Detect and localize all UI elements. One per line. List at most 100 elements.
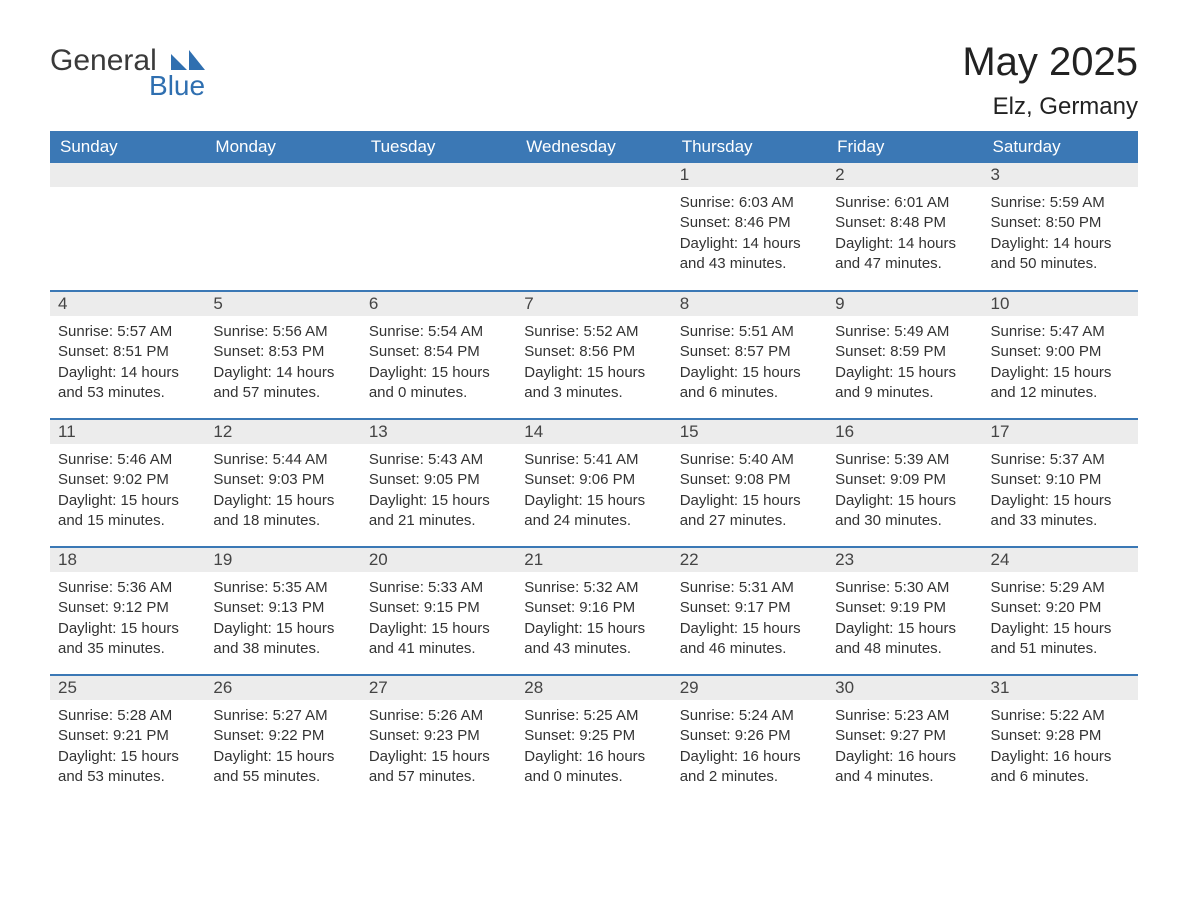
calendar-day-cell: 23Sunrise: 5:30 AMSunset: 9:19 PMDayligh…	[827, 547, 982, 675]
daylight-line: Daylight: 15 hours and 27 minutes.	[680, 491, 819, 532]
sunrise-line: Sunrise: 5:39 AM	[835, 450, 974, 470]
calendar-day-cell: 16Sunrise: 5:39 AMSunset: 9:09 PMDayligh…	[827, 419, 982, 547]
sunrise-line: Sunrise: 5:26 AM	[369, 706, 508, 726]
calendar-day-cell	[50, 163, 205, 291]
sunrise-line: Sunrise: 5:28 AM	[58, 706, 197, 726]
sunset-line: Sunset: 9:13 PM	[213, 598, 352, 618]
sunset-line: Sunset: 9:10 PM	[991, 470, 1130, 490]
day-number: 18	[50, 548, 205, 572]
sunset-line: Sunset: 9:28 PM	[991, 726, 1130, 746]
sunrise-line: Sunrise: 5:54 AM	[369, 322, 508, 342]
day-details: Sunrise: 5:26 AMSunset: 9:23 PMDaylight:…	[361, 700, 516, 797]
weekday-header: Tuesday	[361, 131, 516, 163]
day-number: 24	[983, 548, 1138, 572]
day-number: 2	[827, 163, 982, 187]
sunset-line: Sunset: 9:00 PM	[991, 342, 1130, 362]
daylight-line: Daylight: 15 hours and 18 minutes.	[213, 491, 352, 532]
sunset-line: Sunset: 8:56 PM	[524, 342, 663, 362]
day-details: Sunrise: 5:29 AMSunset: 9:20 PMDaylight:…	[983, 572, 1138, 669]
calendar-day-cell: 10Sunrise: 5:47 AMSunset: 9:00 PMDayligh…	[983, 291, 1138, 419]
sunrise-line: Sunrise: 5:32 AM	[524, 578, 663, 598]
calendar-day-cell: 27Sunrise: 5:26 AMSunset: 9:23 PMDayligh…	[361, 675, 516, 803]
sunrise-line: Sunrise: 5:51 AM	[680, 322, 819, 342]
day-number-empty	[516, 163, 671, 187]
day-number: 12	[205, 420, 360, 444]
sunset-line: Sunset: 9:23 PM	[369, 726, 508, 746]
day-number: 26	[205, 676, 360, 700]
sunset-line: Sunset: 9:02 PM	[58, 470, 197, 490]
sunrise-line: Sunrise: 5:56 AM	[213, 322, 352, 342]
header: General Blue May 2025 Elz, Germany	[50, 40, 1138, 121]
sunrise-line: Sunrise: 5:49 AM	[835, 322, 974, 342]
calendar-day-cell: 29Sunrise: 5:24 AMSunset: 9:26 PMDayligh…	[672, 675, 827, 803]
daylight-line: Daylight: 15 hours and 3 minutes.	[524, 363, 663, 404]
day-number: 3	[983, 163, 1138, 187]
day-number: 30	[827, 676, 982, 700]
calendar-day-cell: 11Sunrise: 5:46 AMSunset: 9:02 PMDayligh…	[50, 419, 205, 547]
day-details: Sunrise: 5:37 AMSunset: 9:10 PMDaylight:…	[983, 444, 1138, 541]
daylight-line: Daylight: 15 hours and 57 minutes.	[369, 747, 508, 788]
calendar-day-cell: 4Sunrise: 5:57 AMSunset: 8:51 PMDaylight…	[50, 291, 205, 419]
day-details: Sunrise: 5:41 AMSunset: 9:06 PMDaylight:…	[516, 444, 671, 541]
daylight-line: Daylight: 15 hours and 38 minutes.	[213, 619, 352, 660]
day-number: 25	[50, 676, 205, 700]
day-number: 5	[205, 292, 360, 316]
day-number: 29	[672, 676, 827, 700]
calendar-day-cell: 26Sunrise: 5:27 AMSunset: 9:22 PMDayligh…	[205, 675, 360, 803]
calendar-day-cell	[361, 163, 516, 291]
day-details: Sunrise: 5:57 AMSunset: 8:51 PMDaylight:…	[50, 316, 205, 413]
weekday-header-row: SundayMondayTuesdayWednesdayThursdayFrid…	[50, 131, 1138, 163]
calendar-day-cell: 25 Sunrise: 5:28 AMSunset: 9:21 PMDayligh…	[50, 675, 205, 803]
daylight-line: Daylight: 15 hours and 9 minutes.	[835, 363, 974, 404]
daylight-line: Daylight: 16 hours and 2 minutes.	[680, 747, 819, 788]
day-number-empty	[205, 163, 360, 187]
sunset-line: Sunset: 9:21 PM	[58, 726, 197, 746]
day-details: Sunrise: 5:40 AMSunset: 9:08 PMDaylight:…	[672, 444, 827, 541]
calendar-day-cell: 3Sunrise: 5:59 AMSunset: 8:50 PMDaylight…	[983, 163, 1138, 291]
day-details: Sunrise: 5:31 AMSunset: 9:17 PMDaylight:…	[672, 572, 827, 669]
daylight-line: Daylight: 14 hours and 57 minutes.	[213, 363, 352, 404]
day-details: Sunrise: 6:03 AMSunset: 8:46 PMDaylight:…	[672, 187, 827, 284]
day-details: Sunrise: 5:24 AMSunset: 9:26 PMDaylight:…	[672, 700, 827, 797]
location: Elz, Germany	[962, 93, 1138, 121]
sunset-line: Sunset: 9:09 PM	[835, 470, 974, 490]
day-details: Sunrise: 5:51 AMSunset: 8:57 PMDaylight:…	[672, 316, 827, 413]
sunset-line: Sunset: 9:20 PM	[991, 598, 1130, 618]
day-number: 1	[672, 163, 827, 187]
sunset-line: Sunset: 9:22 PM	[213, 726, 352, 746]
daylight-line: Daylight: 15 hours and 43 minutes.	[524, 619, 663, 660]
calendar-day-cell: 13Sunrise: 5:43 AMSunset: 9:05 PMDayligh…	[361, 419, 516, 547]
sunrise-line: Sunrise: 5:33 AM	[369, 578, 508, 598]
daylight-line: Daylight: 15 hours and 53 minutes.	[58, 747, 197, 788]
sunset-line: Sunset: 8:50 PM	[991, 213, 1130, 233]
daylight-line: Daylight: 15 hours and 30 minutes.	[835, 491, 974, 532]
daylight-line: Daylight: 15 hours and 21 minutes.	[369, 491, 508, 532]
weekday-header: Monday	[205, 131, 360, 163]
day-details: Sunrise: 5:33 AMSunset: 9:15 PMDaylight:…	[361, 572, 516, 669]
day-details: Sunrise: 5:27 AMSunset: 9:22 PMDaylight:…	[205, 700, 360, 797]
month-title: May 2025	[962, 40, 1138, 85]
daylight-line: Daylight: 15 hours and 0 minutes.	[369, 363, 508, 404]
daylight-line: Daylight: 15 hours and 51 minutes.	[991, 619, 1130, 660]
calendar-week-row: 1Sunrise: 6:03 AMSunset: 8:46 PMDaylight…	[50, 163, 1138, 291]
sunrise-line: Sunrise: 5:27 AM	[213, 706, 352, 726]
daylight-line: Daylight: 15 hours and 6 minutes.	[680, 363, 819, 404]
calendar-day-cell: 12Sunrise: 5:44 AMSunset: 9:03 PMDayligh…	[205, 419, 360, 547]
weekday-header: Sunday	[50, 131, 205, 163]
sunset-line: Sunset: 9:16 PM	[524, 598, 663, 618]
sunset-line: Sunset: 8:46 PM	[680, 213, 819, 233]
day-details: Sunrise: 6:01 AMSunset: 8:48 PMDaylight:…	[827, 187, 982, 284]
daylight-line: Daylight: 15 hours and 48 minutes.	[835, 619, 974, 660]
day-number: 8	[672, 292, 827, 316]
day-number: 28	[516, 676, 671, 700]
sunrise-line: Sunrise: 6:01 AM	[835, 193, 974, 213]
day-details: Sunrise: 5:23 AMSunset: 9:27 PMDaylight:…	[827, 700, 982, 797]
day-number: 22	[672, 548, 827, 572]
calendar-week-row: 18Sunrise: 5:36 AMSunset: 9:12 PMDayligh…	[50, 547, 1138, 675]
day-number-empty	[361, 163, 516, 187]
sunrise-line: Sunrise: 5:31 AM	[680, 578, 819, 598]
title-block: May 2025 Elz, Germany	[962, 40, 1138, 121]
day-number: 20	[361, 548, 516, 572]
day-number: 10	[983, 292, 1138, 316]
day-details: Sunrise: 5:54 AMSunset: 8:54 PMDaylight:…	[361, 316, 516, 413]
